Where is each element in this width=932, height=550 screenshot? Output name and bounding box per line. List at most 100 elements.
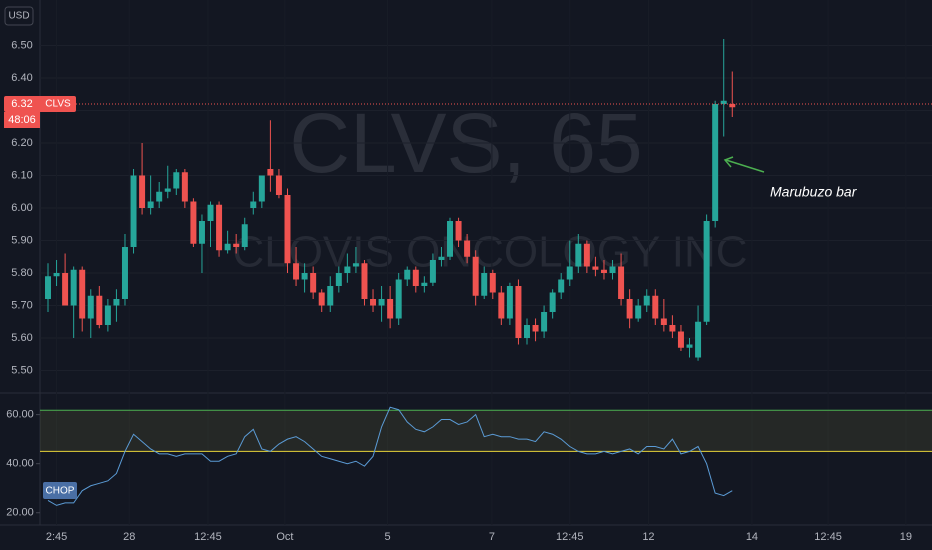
annotation-arrow bbox=[725, 159, 765, 173]
candle-body bbox=[113, 299, 120, 306]
indicator-name-box bbox=[43, 482, 77, 499]
candle-body bbox=[130, 175, 137, 247]
candle-body bbox=[87, 295, 94, 319]
candle-body bbox=[352, 263, 359, 267]
candle-body bbox=[361, 263, 368, 299]
candle-body bbox=[532, 325, 539, 332]
candle-body bbox=[79, 269, 86, 319]
y-tick-label: 6.00 bbox=[11, 202, 32, 214]
y-tick-label: 6.20 bbox=[11, 137, 32, 149]
candle-body bbox=[703, 221, 710, 322]
indicator-tick-label: 60.00 bbox=[6, 409, 34, 421]
currency-box bbox=[4, 6, 34, 26]
candle-body bbox=[677, 331, 684, 348]
watermark-sub: CLOVIS ONCOLOGY INC bbox=[232, 228, 747, 277]
annotation-arrowhead bbox=[723, 156, 734, 168]
indicator-line bbox=[47, 406, 733, 506]
candle-body bbox=[720, 100, 727, 104]
candle-body bbox=[592, 266, 599, 270]
candle-body bbox=[164, 188, 171, 192]
candle-body bbox=[515, 286, 522, 338]
indicator-tick-label: 40.00 bbox=[6, 458, 34, 470]
candle-body bbox=[558, 279, 565, 293]
candle-body bbox=[669, 325, 676, 332]
countdown-box bbox=[4, 112, 40, 128]
candle-body bbox=[327, 286, 334, 306]
candle-body bbox=[139, 175, 146, 208]
x-tick-label: 19 bbox=[900, 531, 912, 543]
candle-body bbox=[421, 282, 428, 286]
candle-body bbox=[173, 172, 180, 189]
annotation: Marubuzo bar bbox=[770, 184, 858, 200]
candle-body bbox=[712, 104, 719, 221]
candle-body bbox=[438, 256, 445, 260]
candle-body bbox=[370, 299, 377, 306]
candle-body bbox=[575, 243, 582, 267]
candle-body bbox=[481, 273, 488, 296]
currency: USD bbox=[8, 11, 29, 22]
candle-body bbox=[344, 266, 351, 273]
y-tick-label: 6.10 bbox=[11, 169, 32, 181]
candle-body bbox=[447, 221, 454, 257]
y-tick-label: 5.80 bbox=[11, 267, 32, 279]
candle-body bbox=[318, 292, 325, 306]
candle-body bbox=[472, 256, 479, 296]
x-tick-label: 12:45 bbox=[814, 531, 842, 543]
x-tick-label: 12:45 bbox=[194, 531, 222, 543]
candle-body bbox=[62, 273, 69, 306]
candle-body bbox=[275, 175, 282, 195]
candle-body bbox=[600, 269, 607, 273]
candle-body bbox=[395, 279, 402, 319]
y-tick-label: 5.70 bbox=[11, 299, 32, 311]
last-price: 6.32 bbox=[11, 98, 32, 110]
candle-body bbox=[70, 269, 77, 306]
candle-body bbox=[412, 269, 419, 286]
y-tick-label: 6.40 bbox=[11, 72, 32, 84]
candle-body bbox=[541, 312, 548, 332]
candle-body bbox=[45, 276, 51, 299]
x-tick-label: 14 bbox=[746, 531, 758, 543]
candle-body bbox=[216, 204, 223, 251]
candle-body bbox=[489, 273, 496, 293]
x-tick-label: Oct bbox=[276, 531, 293, 543]
candle-body bbox=[729, 104, 736, 108]
candle-body bbox=[506, 286, 513, 319]
indicator-tick-label: 20.00 bbox=[6, 507, 34, 519]
candle-body bbox=[643, 295, 650, 306]
candle-body bbox=[335, 273, 342, 286]
last-price-box bbox=[4, 96, 76, 112]
x-tick-label: 28 bbox=[123, 531, 135, 543]
candle-body bbox=[498, 292, 505, 319]
countdown: 48:06 bbox=[8, 114, 36, 126]
x-tick-label: 2:45 bbox=[46, 531, 67, 543]
indicator-name: CHOP bbox=[46, 486, 75, 497]
indicator-band-fill bbox=[40, 410, 932, 452]
y-tick-label: 5.90 bbox=[11, 234, 32, 246]
candle-body bbox=[523, 325, 530, 338]
y-tick-label: 6.50 bbox=[11, 39, 32, 51]
candle-body bbox=[660, 318, 667, 325]
candle-body bbox=[583, 243, 590, 267]
candle-body bbox=[198, 221, 205, 244]
candle-body bbox=[284, 195, 291, 264]
candle-body bbox=[635, 305, 642, 319]
candle-body bbox=[104, 305, 111, 325]
y-tick-label: 5.60 bbox=[11, 332, 32, 344]
candle-body bbox=[147, 201, 154, 208]
candle-body bbox=[626, 299, 633, 319]
candle-body bbox=[190, 201, 197, 244]
x-tick-label: 5 bbox=[385, 531, 391, 543]
candle-body bbox=[686, 344, 693, 348]
candle-body bbox=[404, 269, 411, 280]
candle-body bbox=[429, 260, 436, 283]
candle-body bbox=[267, 169, 274, 176]
candle-body bbox=[695, 321, 702, 358]
candle-body bbox=[566, 266, 573, 280]
candle-body bbox=[652, 295, 659, 319]
candle-body bbox=[310, 273, 317, 293]
candle-body bbox=[455, 221, 462, 241]
candle-body bbox=[233, 243, 240, 247]
candle-body bbox=[250, 201, 257, 208]
